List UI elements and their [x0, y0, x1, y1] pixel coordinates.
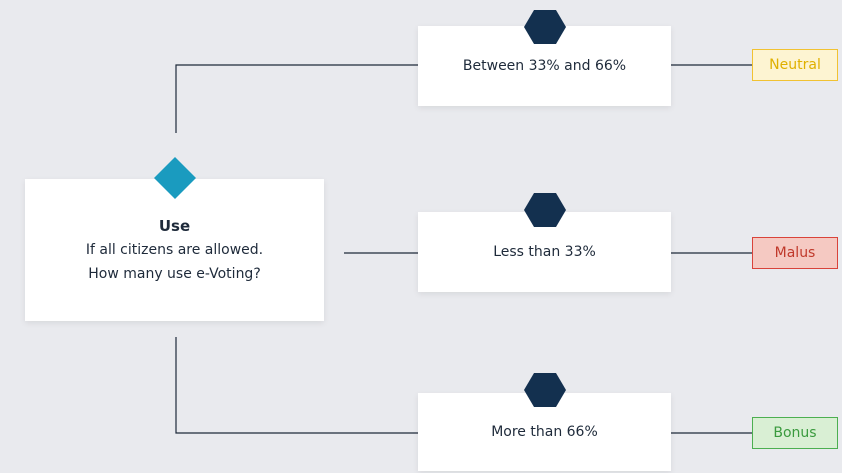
hexagon-icon [524, 193, 566, 227]
diamond-icon [154, 157, 196, 199]
root-line: If all citizens are allowed. [85, 242, 264, 258]
root-node: Use If all citizens are allowed. How man… [25, 179, 324, 321]
branch-node: Between 33% and 66% [418, 26, 671, 106]
result-tag: Bonus [752, 417, 838, 449]
branch-node: Less than 33% [418, 212, 671, 292]
branch-label: Between 33% and 66% [462, 58, 627, 74]
root-title: Use [158, 217, 191, 235]
connector [175, 64, 418, 133]
connector [175, 337, 418, 434]
hexagon-icon [524, 373, 566, 407]
result-tag: Malus [752, 237, 838, 269]
branch-label: Less than 33% [493, 244, 596, 260]
root-line: How many use e-Voting? [88, 266, 261, 282]
hexagon-icon [524, 10, 566, 44]
branch-label: More than 66% [491, 424, 598, 440]
result-tag: Neutral [752, 49, 838, 81]
